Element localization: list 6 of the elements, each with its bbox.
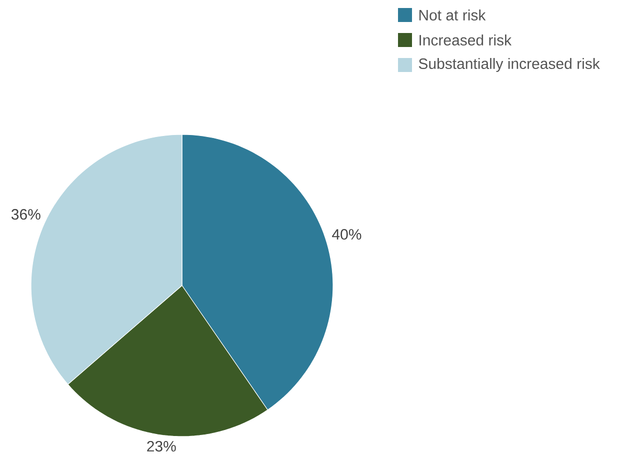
data-label: 23% (147, 440, 176, 452)
data-label: 36% (11, 209, 40, 220)
legend-label: Increased risk (420, 34, 512, 46)
legend-label: Not at risk (419, 9, 486, 20)
data-label: 40% (332, 229, 362, 240)
legend-label: Substantially increased risk (418, 58, 600, 72)
